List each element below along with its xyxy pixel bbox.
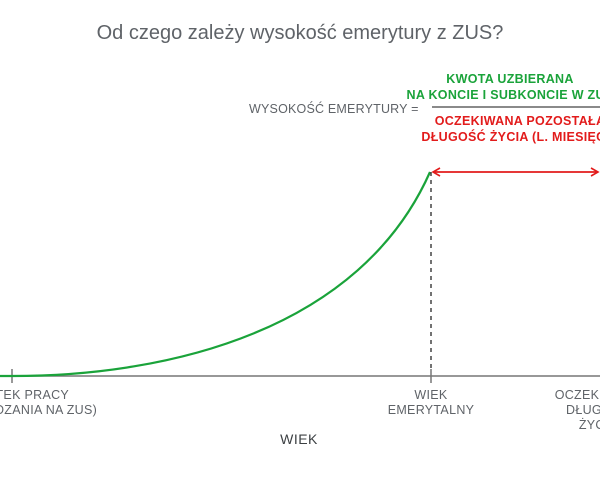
retirement-age-label-line1: WIEK xyxy=(414,388,448,402)
formula-numerator-line2: NA KONCIE I SUBKONCIE W ZUS xyxy=(407,88,600,102)
life-expectancy-label-line1: OCZEKIWANA xyxy=(555,388,600,402)
savings-growth-curve xyxy=(0,171,432,378)
formula-denominator-line2: DŁUGOŚĆ ŻYCIA (L. MIESIĘCY) xyxy=(421,129,600,144)
life-expectancy-label-line2: DŁUGOŚĆ xyxy=(566,402,600,417)
formula-denominator-line1: OCZEKIWANA POZOSTAŁA xyxy=(435,114,600,128)
age-axis-title: WIEK xyxy=(280,431,318,447)
life-expectancy-label-line3: ŻYCIA xyxy=(579,418,600,432)
work-start-label-line2: (ODPROWADZANIA NA ZUS) xyxy=(0,403,97,417)
page-title: Od czego zależy wysokość emerytury z ZUS… xyxy=(96,22,504,44)
formula-label: WYSOKOŚĆ EMERYTURY = xyxy=(249,101,419,116)
work-start-label-line1: POCZĄTEK PRACY xyxy=(0,388,69,402)
retirement-age-label-line2: EMERYTALNY xyxy=(388,403,475,417)
formula-numerator-line1: KWOTA UZBIERANA xyxy=(446,72,573,86)
